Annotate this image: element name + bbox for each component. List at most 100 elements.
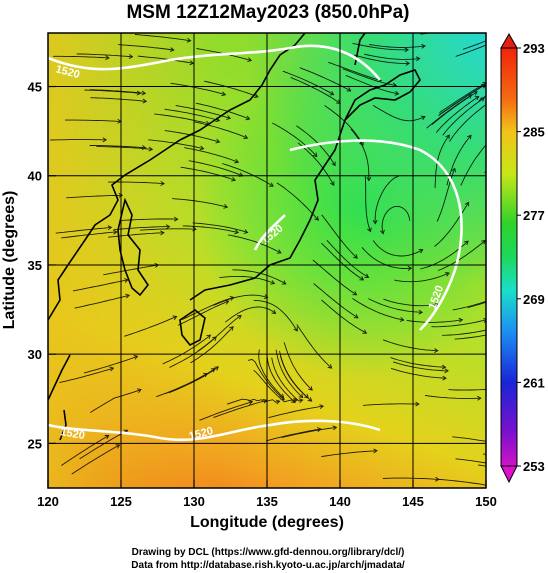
streamline-arrow: [248, 400, 254, 406]
streamline-arrow: [115, 444, 121, 449]
streamline: [438, 83, 486, 116]
streamline-arrow: [253, 93, 259, 98]
streamline: [59, 367, 114, 384]
streamline: [279, 350, 309, 399]
streamline-arrow: [471, 21, 475, 25]
streamline-arrow: [494, 326, 498, 330]
streamline-arrow: [172, 315, 178, 321]
streamline: [352, 298, 404, 321]
streamline-arrow: [141, 90, 147, 96]
streamline: [103, 264, 159, 276]
streamline: [374, 175, 399, 224]
coastline-sakhalin: [354, 33, 366, 66]
streamline: [435, 96, 479, 133]
streamline-arrow: [263, 294, 269, 300]
streamline: [219, 275, 275, 284]
streamline-arrow: [415, 401, 420, 407]
streamline: [83, 355, 138, 374]
streamline-arrow: [275, 399, 281, 405]
streamline: [467, 301, 486, 309]
colorbar-ticks: 293 285 277 269 261 253: [517, 41, 545, 474]
streamline-arrow: [206, 334, 212, 340]
coastlines: [48, 33, 421, 441]
streamline: [66, 194, 123, 199]
streamline-arrow: [290, 398, 296, 404]
streamline-arrow: [359, 141, 364, 147]
streamline: [424, 394, 481, 399]
streamline-arrow: [141, 145, 147, 151]
streamline-arrow: [229, 326, 234, 331]
contour-east: [289, 139, 463, 331]
streamline: [221, 163, 274, 187]
y-tick-label: 35: [28, 258, 42, 273]
x-axis-label: Longitude (degrees): [190, 514, 344, 531]
map-grid: [48, 33, 486, 488]
streamline-arrow: [271, 309, 277, 315]
streamline-arrow: [380, 229, 385, 235]
streamline-arrow: [234, 158, 240, 164]
streamline: [390, 367, 447, 379]
streamline: [253, 369, 296, 403]
wind-streamlines: [50, 21, 498, 488]
streamline: [213, 399, 267, 419]
streamline: [455, 44, 486, 57]
streamline: [272, 122, 318, 157]
streamline-arrow: [482, 318, 486, 323]
streamline-arrow: [199, 145, 205, 151]
streamline-arrow: [362, 329, 368, 334]
streamline: [266, 428, 321, 442]
contour-center: [253, 214, 286, 251]
y-tick-labels: 25 30 35 40 45: [28, 80, 42, 452]
streamline: [449, 103, 486, 142]
streamline: [247, 358, 285, 401]
streamline: [134, 34, 191, 42]
streamline-arrow: [243, 229, 249, 234]
streamline-arrow: [173, 216, 179, 222]
streamline: [462, 40, 486, 50]
colorbar-tick-label: 277: [523, 208, 545, 223]
streamline: [296, 324, 332, 369]
streamline: [448, 388, 486, 391]
streamline: [442, 329, 486, 336]
streamline-arrow: [488, 484, 492, 488]
colorbar-tick-label: 253: [523, 459, 545, 474]
streamline-arrow: [245, 115, 251, 121]
streamline-arrow: [214, 366, 220, 371]
streamline: [71, 444, 120, 475]
coastline-kyushu: [179, 309, 206, 347]
streamline: [454, 334, 486, 340]
streamline-arrow: [451, 167, 456, 173]
map-title: MSM 12Z12May2023 (850.0hPa): [126, 2, 409, 23]
streamline-arrow: [467, 134, 472, 140]
streamline: [434, 202, 469, 247]
streamline: [140, 228, 197, 231]
streamline-arrow: [352, 291, 358, 296]
streamline: [204, 80, 259, 98]
streamline-arrow: [474, 96, 480, 101]
streamline: [253, 300, 298, 332]
streamline: [282, 70, 334, 96]
streamline-arrow: [118, 192, 124, 198]
streamline-arrow: [105, 55, 110, 61]
streamline: [268, 405, 324, 419]
streamline: [324, 105, 364, 146]
streamline: [118, 44, 174, 51]
streamline-arrow: [399, 316, 405, 322]
streamline: [108, 232, 164, 238]
streamline-arrow: [332, 425, 338, 431]
streamline-arrow: [308, 386, 313, 391]
streamline: [406, 319, 463, 323]
x-tick-labels: 120 125 130 135 140 145 150: [37, 494, 497, 509]
streamline-arrow: [445, 272, 450, 277]
streamline: [72, 279, 128, 292]
streamline: [281, 426, 337, 439]
streamline: [321, 299, 367, 334]
streamline-arrow: [353, 254, 358, 259]
streamline: [192, 222, 248, 233]
streamline: [182, 296, 234, 320]
streamline: [84, 89, 141, 94]
streamline-arrow: [281, 280, 287, 285]
streamline-arrow: [226, 115, 232, 120]
streamline: [188, 160, 243, 177]
